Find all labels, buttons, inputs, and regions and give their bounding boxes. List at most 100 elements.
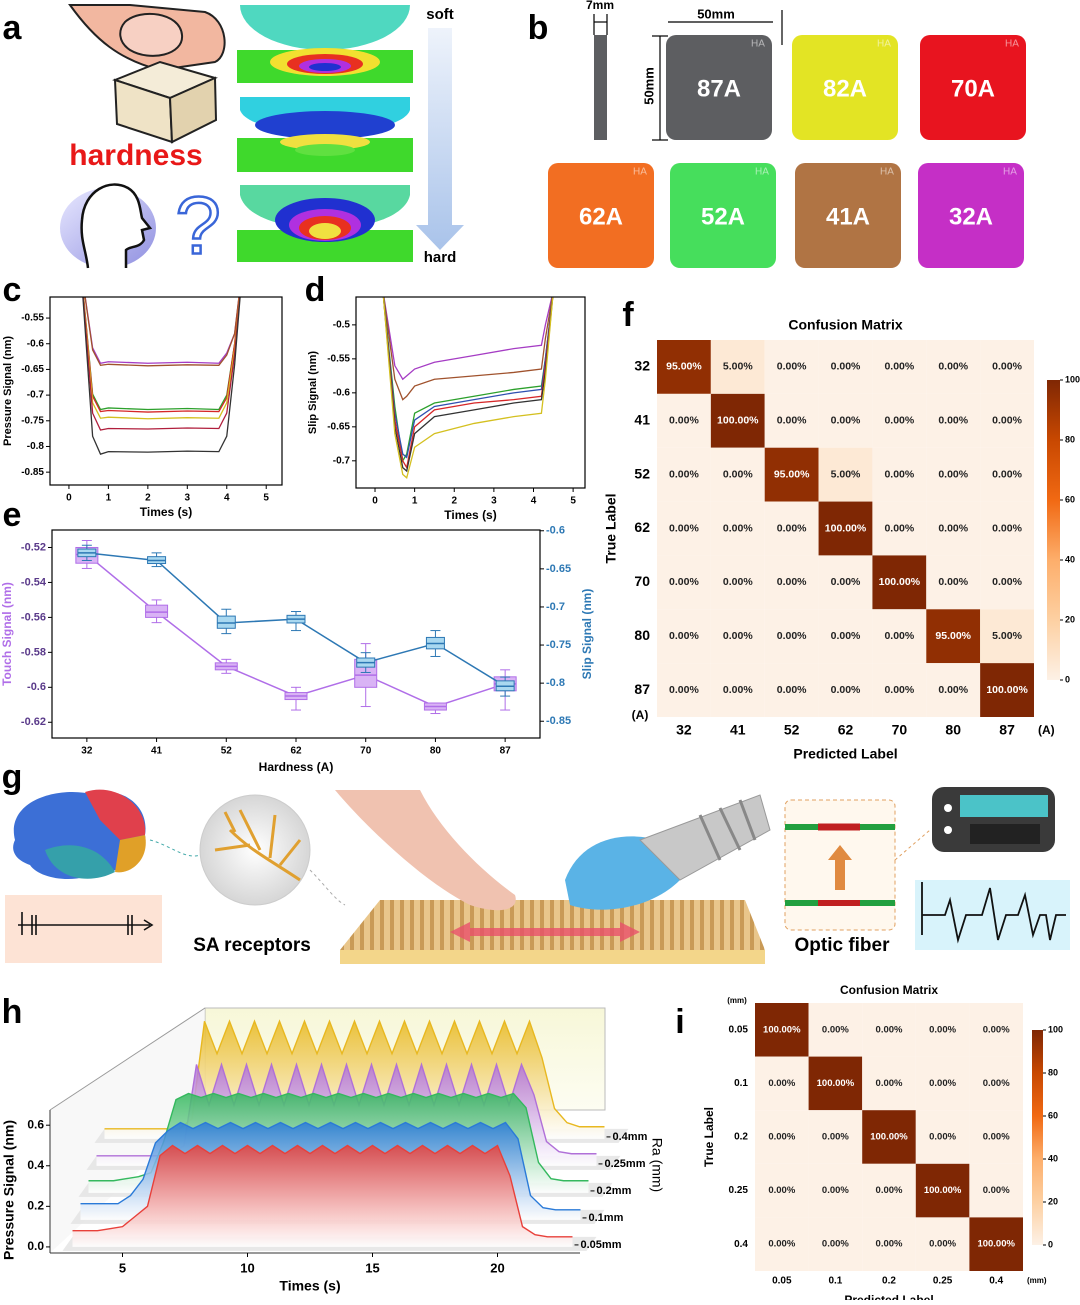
cell-label: 0.00% [723,468,753,480]
cell-label: 100.00% [817,1078,855,1089]
matrix-cell [808,1163,863,1218]
matrix-cell [818,555,873,610]
brain-illustration-path [85,789,146,840]
y-tick-label: -0.85 [21,467,44,478]
cell-label: 0.00% [938,576,968,588]
x-axis-label: Times (s) [140,505,192,519]
colorbar-tick-label: 0 [1048,1239,1053,1249]
series-line [383,297,553,381]
matrix-cell [969,1110,1023,1164]
x-tick-label: 10 [240,1260,254,1275]
plot-frame [49,296,283,486]
x-tick-label: 5 [570,496,576,507]
cell-label: 100.00% [717,415,759,427]
y-tick-label: -0.65 [327,421,350,432]
matrix-cell [872,447,927,502]
x-tick-label: 41 [151,746,163,757]
sample-label: 87A [697,75,741,102]
col-label: 0.4 [989,1276,1003,1287]
row-label: 32 [634,358,650,374]
y-tick-label: -0.55 [327,353,350,364]
series-line [84,297,240,367]
y-tick-label: -0.6 [27,681,46,693]
x-tick-label: 4 [224,493,230,504]
device-icon-circle [944,804,952,812]
simulation-images-path [240,5,410,50]
cell-label: 100.00% [870,1132,908,1143]
texture-scene-polygon [450,922,640,942]
col-label: 32 [676,722,692,738]
cell-label: 0.00% [938,415,968,427]
matrix-cell [808,1056,863,1111]
x-tick-label: 80 [430,746,442,757]
cell-label: 0.00% [992,522,1022,534]
row-label: 0.4 [734,1239,748,1250]
x-tick-label: 3 [491,496,497,507]
x-tick-label: 5 [263,493,269,504]
cell-label: 0.00% [938,361,968,373]
panel-label: d [305,271,326,309]
x-tick-label: 70 [360,746,372,757]
cell-label: 0.00% [929,1132,956,1143]
col-label: 62 [838,722,854,738]
matrix-cell [915,1217,970,1271]
texture-scene-path [698,799,757,861]
x-axis-label: Times (s) [279,1278,340,1294]
y-tick-label: -0.7 [27,390,45,401]
colorbar [1032,1030,1043,1245]
cell-label: 0.00% [669,522,699,534]
cell-label: 0.00% [938,468,968,480]
thickness-label: 7mm [586,0,614,12]
matrix-cell [926,555,981,610]
cell-label: 0.00% [884,415,914,427]
plot-frame [355,296,586,489]
cell-label: 0.00% [983,1078,1010,1089]
y-axis-label: Pressure Signal (nm) [2,336,14,446]
matrix-cell [969,1163,1023,1218]
device-icon-circle [944,826,952,834]
cell-label: 0.00% [884,630,914,642]
texture-scene-path [565,836,680,910]
cell-label: 0.00% [768,1132,795,1143]
colorbar-tick-label: 0 [1065,674,1070,684]
col-label: 0.25 [933,1276,953,1287]
cell-label: 0.00% [929,1024,956,1035]
box [145,604,169,618]
colorbar-tick-label: 80 [1065,434,1075,444]
sample-square [548,163,654,268]
row-unit: (mm) [727,996,747,1005]
matrix-cell [710,447,765,502]
x-tick-label: 32 [81,746,93,757]
y2-tick-label: -0.8 [546,677,565,689]
matrix-cell [980,340,1034,394]
y-tick-label: -0.7 [333,455,351,466]
cell-label: 0.00% [992,415,1022,427]
cell-label: 5.00% [723,361,753,373]
matrix-cell [755,1056,809,1111]
sample-label: 32A [949,203,993,230]
series-line [82,297,241,455]
matrix-cell [764,393,819,448]
simulation-images-ellipse [295,144,355,156]
head-icon [60,183,156,269]
colorbar-tick-label: 20 [1048,1196,1058,1206]
signal-box [915,880,1070,950]
matrix-cell [818,447,873,502]
cell-label: 0.00% [777,522,807,534]
row-unit: (A) [632,708,649,722]
y2-tick-label: -0.6 [546,525,565,537]
matrix-cell [980,501,1034,556]
panel-label: c [3,271,22,309]
row-label: 70 [634,573,650,589]
matrix-cell [969,1056,1023,1111]
box [216,615,236,629]
matrix-cell [980,555,1034,610]
x-axis-label: Predicted Label [844,1293,933,1300]
colorbar-tick-label: 80 [1048,1067,1058,1077]
sample-badge: HA [880,167,894,178]
fiber-label: Optic fiber [794,935,890,956]
matrix-cell [657,663,711,717]
matrix-cell [915,1003,970,1057]
x-tick-label: 2 [145,493,151,504]
cell-label: 0.00% [876,1239,903,1250]
